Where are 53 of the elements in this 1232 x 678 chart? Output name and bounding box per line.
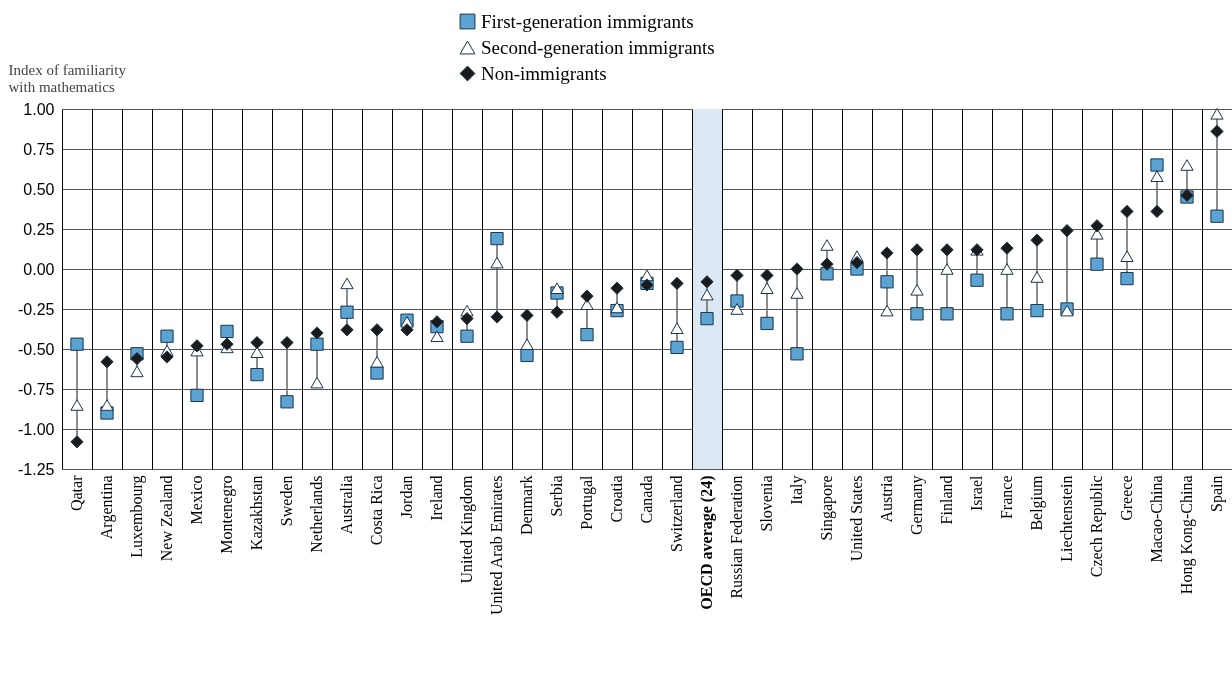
x-tick-label: Belgium	[1028, 474, 1046, 531]
x-tick-label: Germany	[908, 475, 926, 536]
x-tick-label: Netherlands	[308, 475, 325, 553]
legend-label: Non-immigrants	[481, 62, 607, 84]
x-tick-label: United Kingdom	[458, 474, 476, 584]
x-tick-label: Macao-China	[1148, 475, 1165, 563]
y-tick-label: -0.75	[18, 380, 55, 398]
x-tick-label: Serbia	[548, 475, 565, 517]
x-tick-label: Luxembourg	[128, 475, 146, 558]
x-tick-label: France	[998, 475, 1015, 520]
x-tick-label: Liechtenstein	[1058, 475, 1075, 562]
x-tick-label: Austria	[878, 475, 895, 523]
x-tick-label: OECD average (24)	[698, 475, 716, 610]
x-tick-label: United States	[848, 475, 865, 562]
x-tick-label: Hong Kong-China	[1178, 475, 1196, 595]
y-tick-label: -0.25	[18, 300, 55, 318]
x-tick-label: Costa Rica	[368, 475, 385, 546]
x-tick-label: Switzerland	[668, 475, 685, 552]
x-tick-label: Croatia	[608, 475, 625, 523]
y-tick-label: 1.00	[23, 100, 55, 118]
x-tick-label: Israel	[968, 474, 985, 512]
y-tick-label: -0.50	[18, 340, 55, 358]
legend-label: Second-generation immigrants	[481, 36, 715, 58]
x-tick-label: Mexico	[188, 475, 205, 525]
x-tick-label: Singapore	[818, 475, 836, 541]
y-tick-label: 0.00	[23, 260, 55, 278]
x-tick-label: Portugal	[578, 474, 596, 530]
x-tick-label: Sweden	[278, 475, 295, 527]
y-tick-label: 0.50	[23, 180, 55, 198]
x-tick-label: Ireland	[428, 475, 445, 521]
x-tick-label: Denmark	[518, 475, 535, 536]
x-tick-label: Qatar	[68, 474, 85, 512]
x-tick-label: Slovenia	[758, 475, 775, 532]
x-tick-label: Jordan	[398, 475, 415, 519]
x-tick-label: United Arab Emirates	[488, 475, 505, 616]
y-tick-label: 0.25	[23, 220, 55, 238]
x-tick-label: Greece	[1118, 475, 1135, 521]
x-tick-label: Canada	[638, 475, 655, 524]
x-tick-label: Finland	[938, 475, 955, 525]
x-tick-label: Russian Federation	[728, 475, 745, 599]
x-tick-label: Spain	[1208, 475, 1226, 512]
x-tick-label: Italy	[788, 475, 806, 505]
y-tick-label: -1.25	[18, 460, 55, 478]
y-axis-title: Index of familiarity with mathematics	[8, 61, 127, 95]
y-tick-label: -1.00	[18, 420, 55, 438]
legend-label: First-generation immigrants	[481, 10, 694, 32]
x-tick-label: New Zealand	[158, 475, 175, 562]
y-tick-label: 0.75	[23, 140, 55, 158]
x-tick-label: Argentina	[98, 475, 116, 540]
x-tick-label: Montenegro	[218, 475, 236, 554]
x-tick-label: Kazakhstan	[248, 475, 265, 551]
x-tick-label: Czech Republic	[1088, 475, 1106, 578]
x-tick-label: Australia	[338, 475, 355, 535]
